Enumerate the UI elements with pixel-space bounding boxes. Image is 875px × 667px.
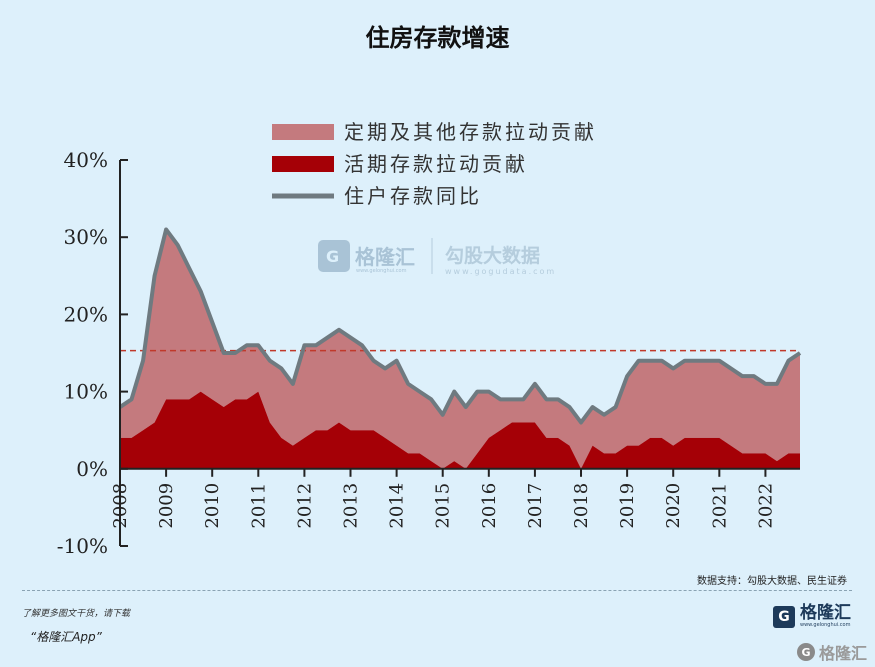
line-layer <box>118 227 802 425</box>
watermark-logo-icon <box>318 240 350 272</box>
watermark-gogu-sub: www.gogudata.com <box>445 267 556 276</box>
y-tick-label: 40% <box>64 148 108 172</box>
x-tick-label: 2015 <box>433 483 454 529</box>
legend-label: 住户存款同比 <box>344 184 482 208</box>
x-tick-label: 2019 <box>617 483 638 529</box>
legend-swatch <box>272 124 334 140</box>
area-layer <box>120 229 800 469</box>
app-name: “格隆汇App” <box>30 630 102 644</box>
x-tick-label: 2013 <box>341 483 362 529</box>
x-tick-label: 2018 <box>571 483 592 529</box>
x-tick-label: 2016 <box>479 483 500 529</box>
x-tick-label: 2011 <box>248 483 269 529</box>
brand-logo-icon: G <box>773 605 795 628</box>
series-area-term <box>120 229 800 469</box>
series-area-demand <box>120 391 800 469</box>
watermark-logo-text: 格隆汇 <box>355 245 415 269</box>
brand-logo: G 格隆汇 www.gelonghui.com <box>773 605 851 628</box>
legend-label: 活期存款拉动贡献 <box>344 152 528 176</box>
y-tick-label: 20% <box>64 302 108 326</box>
x-tick-label: 2022 <box>755 483 776 529</box>
watermark-gogu-text: 勾股大数据 <box>445 244 540 267</box>
watermark: G 格隆汇 www.gelonghui.com 勾股大数据 www.goguda… <box>318 238 556 276</box>
x-tick-label: 2021 <box>709 483 730 529</box>
axes-layer: 40% 30% 20% 10% 0% -10%2008 2009 2010 2011 2012 20… <box>57 148 800 558</box>
legend-swatch <box>272 156 334 172</box>
x-tick-label: 2014 <box>387 483 408 529</box>
y-tick-label: -10% <box>57 534 108 558</box>
series-line-total <box>118 227 802 425</box>
corner-watermark-text: 格隆汇 <box>818 644 867 663</box>
brand-name: 格隆汇 <box>800 603 851 623</box>
x-tick-label: 2012 <box>294 483 315 529</box>
x-tick-label: 2020 <box>663 483 684 529</box>
chart-title: 住房存款增速 <box>365 24 510 52</box>
x-tick-label: 2008 <box>110 483 131 529</box>
download-note: 了解更多图文干货，请下载 <box>22 609 131 619</box>
watermark-logo-sub: www.gelonghui.com <box>356 268 407 274</box>
y-tick-label: 0% <box>76 457 108 481</box>
x-tick-label: 2010 <box>202 483 223 529</box>
x-tick-label: 2017 <box>525 483 546 529</box>
corner-watermark-icon: G <box>796 643 815 661</box>
y-tick-label: 10% <box>64 380 108 404</box>
watermark-logo-glyph: G <box>326 247 339 266</box>
corner-watermark: G 格隆汇 <box>796 640 867 664</box>
x-tick-label: 2009 <box>156 483 177 529</box>
legend-label: 定期及其他存款拉动贡献 <box>344 120 597 144</box>
footer-divider <box>22 590 852 591</box>
brand-url: www.gelonghui.com <box>800 622 851 628</box>
y-tick-label: 30% <box>64 225 108 249</box>
data-source: 数据支持：勾股大数据、民生证券 <box>697 576 847 587</box>
